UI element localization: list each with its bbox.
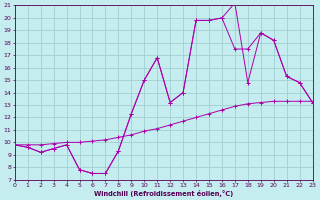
X-axis label: Windchill (Refroidissement éolien,°C): Windchill (Refroidissement éolien,°C): [94, 190, 233, 197]
